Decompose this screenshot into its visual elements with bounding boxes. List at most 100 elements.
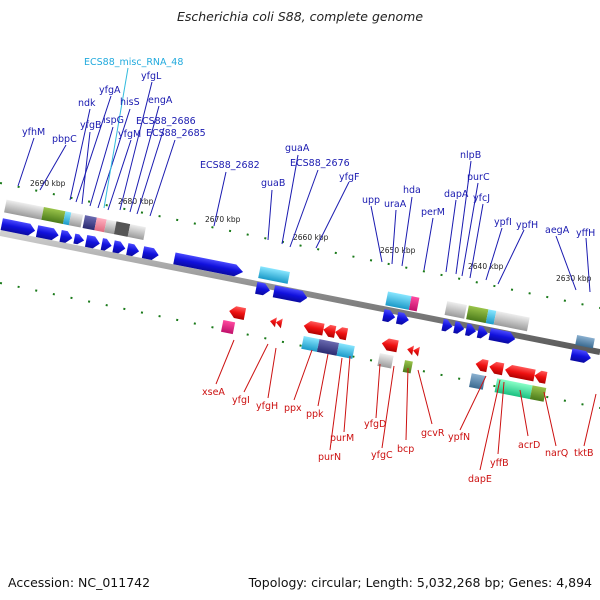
reverse-leader-lines [215,339,597,471]
reverse-gene-arrow [489,361,505,376]
composition-blocks-lower [221,320,547,402]
forward-strand-genes [0,218,591,363]
gene-label-forward: yfgA [99,85,121,96]
forward-gene-arrow [112,240,126,254]
inner-tick-track [0,282,600,409]
composition-blocks-upper [4,199,595,349]
gene-label-forward: ypfH [516,220,538,231]
gene-label-reverse: yffB [490,458,509,469]
forward-gene-arrow [141,246,159,260]
forward-leader-lines [17,81,591,293]
forward-gene-arrow [100,238,112,251]
gene-block [301,335,320,352]
forward-gene-arrow [476,325,488,339]
gene-block [258,266,290,284]
gene-block [408,296,420,312]
gene-label-reverse: dapE [468,474,492,485]
rna-leader-line [103,67,129,209]
accession-text: Accession: NC_011742 [8,575,151,590]
gene-block [82,215,97,231]
gene-label-forward: yfhM [22,127,45,138]
genome-summary-text: Topology: circular; Length: 5,032,268 bp… [248,575,592,590]
genome-title: Escherichia coli S88, complete genome [176,9,424,24]
gene-label-forward: guaB [261,178,285,189]
forward-gene-arrow [35,225,59,241]
gene-block [41,207,66,225]
gene-label-forward: ndk [78,98,96,109]
kbp-tick-label: 2650 kbp [380,246,416,255]
gene-label-forward: aegA [545,225,570,236]
forward-gene-arrow [272,285,308,303]
forward-gene-arrow [84,234,100,249]
reverse-gene-arrow [505,364,536,382]
gene-label-forward: yfgL [141,71,162,82]
forward-gene-arrow [488,328,516,344]
kbp-tick-label: 2670 kbp [205,215,241,224]
forward-gene-arrow [59,229,73,243]
reverse-gene-arrow [475,359,489,373]
gene-block [493,310,530,332]
kbp-tick-label: 2660 kbp [293,233,329,242]
gene-label-forward: nlpB [460,150,481,161]
kbp-tick-label: 2630 kbp [556,274,592,283]
gene-label-reverse: ppx [284,403,302,414]
gene-label-reverse: acrD [518,440,540,451]
gene-block [104,219,117,235]
gene-block [385,291,412,310]
kbp-tick-label: 2680 kbp [118,197,154,206]
forward-gene-arrow [382,309,396,323]
forward-gene-arrow [73,233,85,245]
gene-label-forward: yfcJ [473,193,490,204]
gene-label-reverse: narQ [545,448,568,459]
gene-label-forward: hda [403,185,421,196]
gene-label-forward: yfgB [80,120,102,131]
reverse-gene-arrow [270,317,277,328]
forward-gene-arrow [395,311,409,325]
reverse-strand-genes [229,306,548,384]
gene-block [494,378,533,400]
gene-block [377,353,394,369]
gene-label-reverse: xseA [202,387,225,398]
forward-gene-arrow [0,218,36,236]
gene-block [62,211,72,226]
gene-label-forward: yffH [576,228,595,239]
reverse-gene-arrow [381,338,399,353]
forward-gene-arrow [255,281,270,296]
forward-gene-arrow [441,318,453,332]
gene-label-reverse: yfgI [232,395,250,406]
gene-block [466,305,489,324]
gene-label-forward: yfgM [118,129,141,140]
kbp-tick-label: 2690 kbp [30,179,66,188]
gene-block [336,342,355,359]
reverse-gene-arrow [323,324,337,338]
reverse-gene-arrow [407,345,415,356]
gene-label-reverse: ypfN [448,432,470,443]
gene-label-reverse: gcvR [421,428,445,439]
outer-tick-track [0,182,600,309]
gene-label-forward: ECS88_2676 [290,158,350,169]
gene-label-forward: upp [362,195,380,206]
reverse-labels: xseA yfgI yfgH ppx ppk purM purN yfgD yf… [202,387,593,485]
gene-block [113,221,131,237]
reverse-gene-arrow [335,327,349,341]
reverse-gene-arrow [275,318,283,329]
forward-gene-arrow [453,321,465,334]
gene-block [402,360,413,374]
gene-label-forward: purC [467,172,490,183]
gene-label-reverse: purN [318,452,341,463]
gene-label-forward: uraA [384,199,407,210]
forward-gene-arrow [464,323,476,337]
forward-gene-arrow [570,348,591,363]
gene-block [221,320,236,335]
kbp-ticks: 2690 kbp 2680 kbp 2670 kbp 2660 kbp 2650… [30,179,592,283]
gene-block [94,217,107,233]
reverse-gene-arrow [229,306,247,321]
gene-label-reverse: yfgH [256,401,278,412]
gene-label-reverse: purM [330,433,354,444]
gene-label-forward: engA [148,95,173,106]
reverse-gene-arrow [303,321,325,336]
forward-gene-arrow [173,252,244,277]
gene-block [68,212,84,228]
gene-block [485,309,497,325]
